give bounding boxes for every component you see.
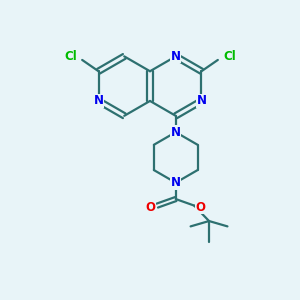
Text: N: N xyxy=(171,50,181,63)
Text: N: N xyxy=(94,94,103,107)
Text: N: N xyxy=(171,176,181,189)
Text: Cl: Cl xyxy=(223,50,236,63)
Text: N: N xyxy=(196,94,206,107)
Text: O: O xyxy=(196,201,206,214)
Text: O: O xyxy=(146,201,156,214)
Text: Cl: Cl xyxy=(64,50,77,63)
Text: N: N xyxy=(171,126,181,139)
